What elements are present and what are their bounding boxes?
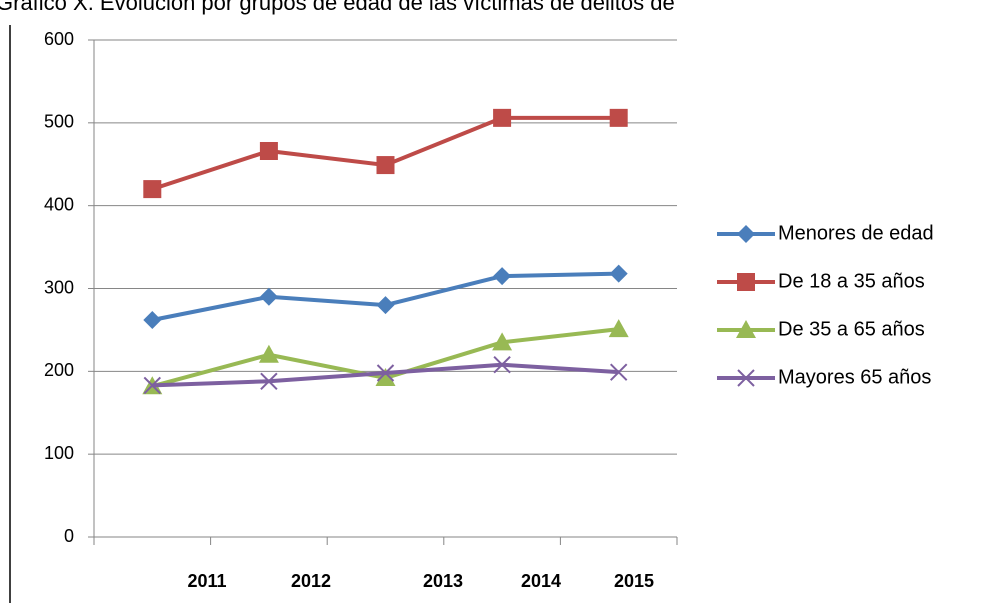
- legend-marker: [737, 225, 755, 243]
- y-tick-label: 0: [64, 526, 74, 546]
- x-tick-label: 2014: [521, 571, 561, 591]
- y-tick-label: 400: [44, 194, 74, 214]
- data-point: [376, 156, 395, 175]
- legend-label: De 18 a 35 años: [778, 270, 925, 292]
- data-point: [492, 332, 513, 351]
- y-tick-label: 300: [44, 277, 74, 297]
- data-point: [609, 108, 628, 127]
- y-tick-label: 200: [44, 360, 74, 380]
- data-point: [260, 372, 278, 390]
- data-point: [609, 264, 628, 283]
- data-point: [493, 108, 512, 127]
- data-point: [259, 141, 278, 160]
- data-point: [259, 287, 278, 306]
- x-tick-label: 2011: [187, 571, 226, 591]
- data-point: [143, 376, 162, 395]
- x-tick-label: 2013: [423, 571, 463, 591]
- legend-label: Menores de edad: [778, 222, 934, 244]
- data-point: [375, 367, 396, 386]
- x-tick-label: 2012: [291, 571, 331, 591]
- y-tick-label: 500: [44, 112, 74, 132]
- x-tick-label: 2015: [614, 571, 654, 591]
- data-point: [609, 363, 628, 381]
- data-point: [493, 355, 511, 374]
- data-point: [376, 296, 395, 315]
- legend-marker: [737, 369, 755, 387]
- y-tick-label: 600: [44, 29, 74, 49]
- y-tick-label: 100: [44, 443, 74, 463]
- legend-label: De 35 a 65 años: [778, 318, 925, 340]
- data-point: [258, 344, 279, 363]
- data-point: [376, 364, 395, 382]
- data-point: [143, 180, 162, 199]
- chart-title: Gráfico X. Evolución por grupos de edad …: [0, 0, 675, 15]
- data-point: [143, 310, 162, 329]
- legend-label: Mayores 65 años: [778, 366, 931, 388]
- legend-marker: [737, 273, 755, 291]
- data-point: [493, 267, 512, 286]
- data-point: [608, 319, 629, 338]
- legend-marker: [736, 320, 756, 338]
